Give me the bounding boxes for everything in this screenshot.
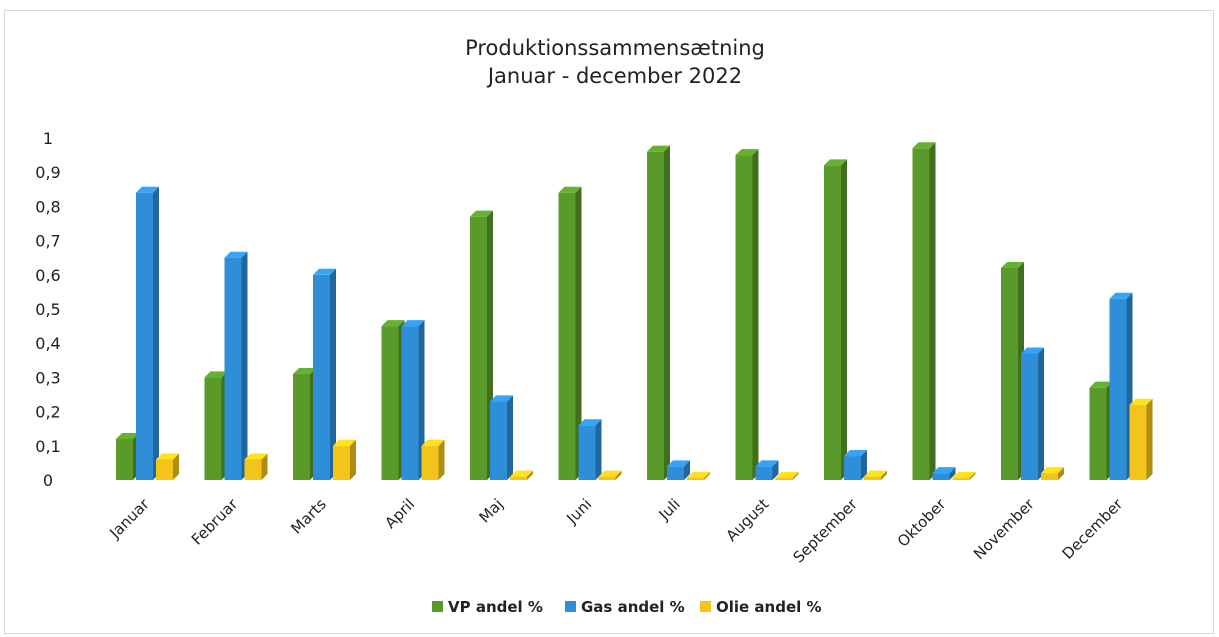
- x-tick-label: Marts: [287, 495, 330, 538]
- bar: [1001, 261, 1024, 480]
- bar: [116, 432, 139, 480]
- bar: [1041, 467, 1064, 480]
- bar: [470, 210, 493, 480]
- y-tick-label: 0,5: [35, 300, 60, 319]
- bar: [421, 439, 445, 480]
- bar: [1021, 347, 1044, 480]
- y-tick-label: 0,1: [35, 437, 60, 456]
- bar: [912, 142, 936, 480]
- bar: [864, 470, 887, 480]
- legend-label: Gas andel %: [581, 598, 685, 616]
- bar: [775, 472, 799, 480]
- x-tick-label: September: [789, 495, 861, 567]
- x-tick-label: Juni: [562, 495, 595, 528]
- bar: [204, 371, 228, 480]
- x-tick-label: Februar: [188, 495, 242, 549]
- y-tick-label: 1: [43, 129, 53, 148]
- bar: [490, 395, 513, 480]
- bar: [333, 439, 356, 480]
- x-tick-label: Juli: [655, 495, 684, 524]
- x-tick-label: April: [381, 495, 418, 532]
- bar: [952, 472, 976, 480]
- y-tick-label: 0: [43, 471, 53, 490]
- y-axis: 0 0,1 0,2 0,3 0,4 0,5 0,6 0,7 0,8 0,9 1: [35, 129, 60, 490]
- bars-layer: [116, 142, 1153, 481]
- y-tick-label: 0,7: [35, 232, 60, 251]
- x-axis: Januar Februar Marts April Maj Juni Juli August…: [105, 495, 1126, 567]
- y-tick-label: 0,8: [35, 197, 60, 216]
- legend-swatch: [565, 601, 576, 612]
- legend-swatch: [432, 601, 443, 612]
- x-tick-label: August: [722, 495, 772, 545]
- bar: [844, 450, 867, 480]
- x-tick-label: Oktober: [894, 495, 950, 551]
- chart-frame: [4, 10, 1214, 634]
- bar: [313, 268, 336, 480]
- legend-swatch: [700, 601, 711, 612]
- bar: [687, 472, 710, 480]
- bar: [667, 460, 690, 480]
- bar: [1089, 381, 1113, 480]
- x-tick-label: December: [1059, 495, 1127, 563]
- bar: [1129, 398, 1153, 480]
- bar: [244, 453, 268, 480]
- y-tick-label: 0,4: [35, 334, 60, 353]
- bar: [381, 320, 405, 480]
- x-tick-label: November: [970, 495, 1038, 563]
- y-tick-label: 0,6: [35, 266, 60, 285]
- chart-title: Produktionssammensætning: [465, 36, 765, 60]
- bar: [510, 470, 533, 480]
- bar: [932, 467, 956, 480]
- bar: [647, 145, 670, 480]
- y-tick-label: 0,3: [35, 368, 60, 387]
- bar: [1109, 292, 1133, 480]
- bar: [293, 367, 316, 480]
- bar: [224, 251, 248, 480]
- legend: VP andel % Gas andel % Olie andel %: [432, 598, 822, 616]
- y-tick-label: 0,9: [35, 163, 60, 182]
- bar: [578, 419, 602, 480]
- x-tick-label: Maj: [475, 495, 506, 526]
- bar: [824, 159, 847, 481]
- bar: [598, 470, 622, 480]
- bar: [735, 149, 759, 480]
- bar: [755, 460, 779, 480]
- bar: [558, 186, 582, 480]
- legend-label: VP andel %: [448, 598, 543, 616]
- bar: [136, 186, 159, 480]
- x-tick-label: Januar: [105, 495, 153, 543]
- bar: [401, 320, 425, 480]
- legend-label: Olie andel %: [716, 598, 822, 616]
- y-tick-label: 0,2: [35, 403, 60, 422]
- bar: [156, 453, 179, 480]
- chart-subtitle: Januar - december 2022: [486, 64, 742, 88]
